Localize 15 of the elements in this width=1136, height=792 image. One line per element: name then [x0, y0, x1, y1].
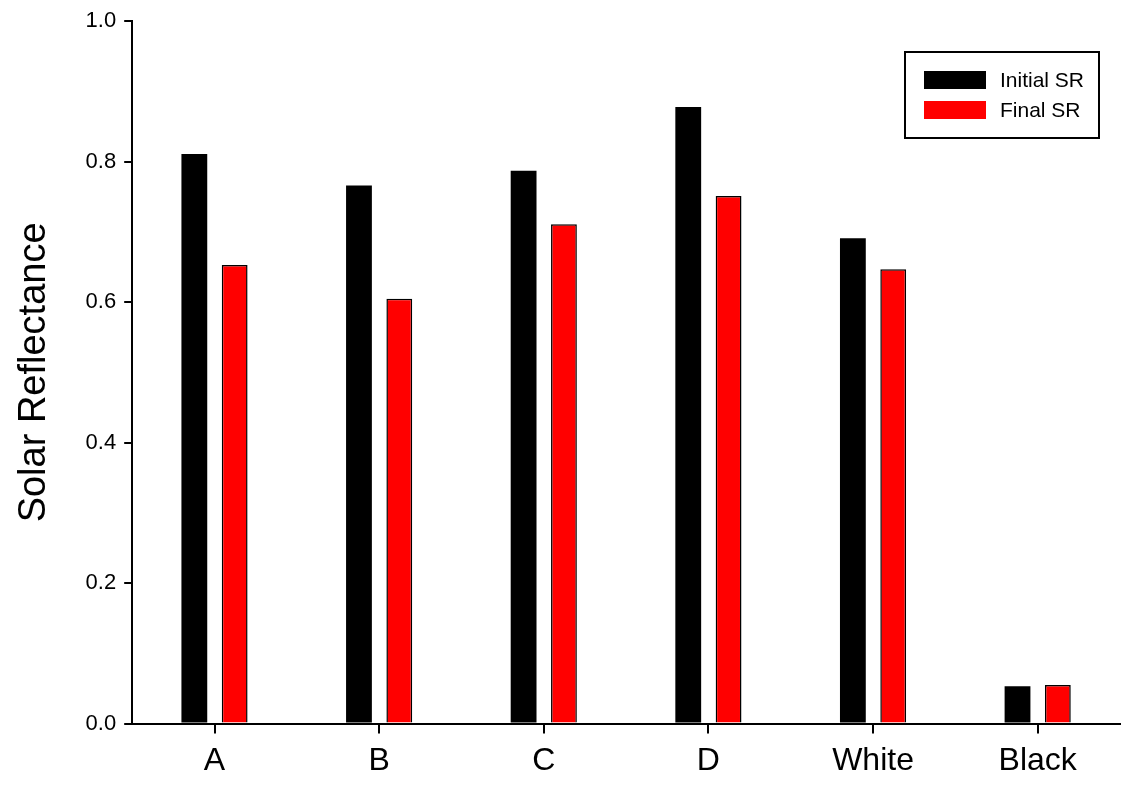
x-tick-label: B — [368, 740, 390, 777]
x-tick-label: C — [532, 740, 556, 777]
x-tick-label: Black — [998, 740, 1078, 777]
y-tick-label: 0.8 — [85, 147, 117, 173]
y-axis-title: Solar Reflectance — [11, 222, 54, 523]
x-tick-label: D — [696, 740, 720, 777]
y-tick-label: 0.6 — [85, 288, 117, 314]
y-tick-label: 0.2 — [85, 569, 117, 595]
legend-label: Final SR — [999, 97, 1081, 124]
y-tick-label: 0.4 — [85, 428, 117, 454]
y-tick-label: 1.0 — [85, 7, 117, 33]
x-tick-label: A — [203, 740, 226, 777]
x-tick-label: White — [832, 740, 914, 777]
y-tick-label: 0.0 — [85, 709, 117, 735]
legend-label: Initial SR — [999, 67, 1084, 94]
